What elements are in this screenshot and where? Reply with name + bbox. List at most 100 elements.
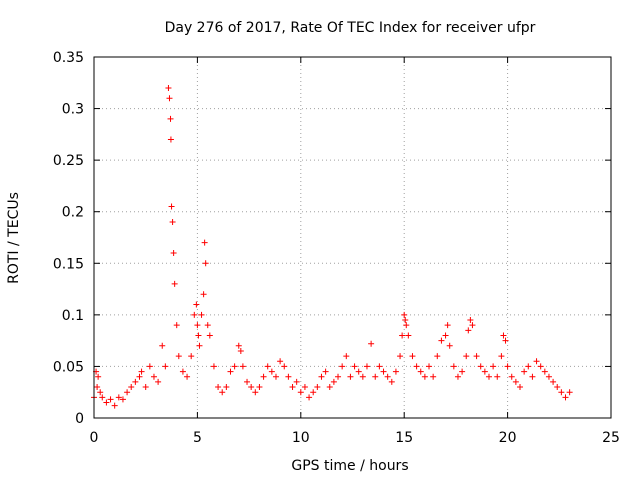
data-point: [450, 363, 457, 370]
data-point: [380, 368, 387, 375]
data-point: [99, 394, 106, 401]
data-point: [504, 363, 511, 370]
chart-title: Day 276 of 2017, Rate Of TEC Index for r…: [165, 20, 536, 36]
data-point: [169, 219, 176, 226]
data-point: [368, 340, 375, 347]
data-point: [498, 353, 505, 360]
data-point: [252, 389, 259, 396]
data-point: [128, 384, 135, 391]
x-tick-label: 10: [292, 430, 310, 446]
data-point: [310, 389, 317, 396]
data-point: [335, 373, 342, 380]
plot-frame: [93, 56, 612, 419]
data-point: [384, 373, 391, 380]
data-point: [297, 389, 304, 396]
data-point: [289, 384, 296, 391]
data-point: [162, 363, 169, 370]
data-point: [359, 373, 366, 380]
data-point: [558, 389, 565, 396]
data-point: [219, 389, 226, 396]
data-point: [401, 311, 408, 318]
y-tick-label: 0.15: [53, 256, 84, 272]
data-point: [103, 399, 110, 406]
data-point: [508, 373, 515, 380]
data-point: [244, 378, 251, 385]
data-point: [155, 378, 162, 385]
data-point: [554, 384, 561, 391]
data-point: [485, 373, 492, 380]
data-point: [193, 301, 200, 308]
data-point: [421, 373, 428, 380]
data-point: [179, 368, 186, 375]
data-point: [191, 311, 198, 318]
data-point: [454, 373, 461, 380]
data-point: [521, 368, 528, 375]
data-point: [119, 396, 126, 403]
data-point: [430, 373, 437, 380]
data-point: [351, 363, 358, 370]
data-point: [94, 384, 101, 391]
data-point: [490, 363, 497, 370]
data-point: [562, 394, 569, 401]
data-point: [260, 373, 267, 380]
data-point: [256, 384, 263, 391]
data-point: [281, 363, 288, 370]
data-point: [533, 358, 540, 365]
y-tick-label: 0.05: [53, 359, 84, 375]
data-point: [343, 353, 350, 360]
data-point: [397, 353, 404, 360]
x-axis-label: GPS time / hours: [291, 458, 408, 474]
data-point: [446, 342, 453, 349]
x-tick-label: 20: [499, 430, 517, 446]
data-point: [107, 396, 114, 403]
x-tick-label: 25: [602, 430, 620, 446]
data-point: [231, 363, 238, 370]
data-point: [434, 353, 441, 360]
data-point: [95, 373, 102, 380]
data-point: [97, 389, 104, 396]
data-point: [326, 384, 333, 391]
data-point: [306, 394, 313, 401]
data-point: [545, 373, 552, 380]
data-point: [146, 363, 153, 370]
data-point: [206, 332, 213, 339]
data-point: [248, 384, 255, 391]
data-point: [438, 337, 445, 344]
data-point: [502, 337, 509, 344]
data-point: [413, 363, 420, 370]
data-point: [227, 368, 234, 375]
data-point: [111, 402, 118, 409]
y-tick-label: 0.25: [53, 153, 84, 169]
data-point: [165, 84, 172, 91]
data-point: [170, 249, 177, 256]
data-point: [426, 363, 433, 370]
data-point: [318, 373, 325, 380]
data-point: [167, 136, 174, 143]
data-point: [210, 363, 217, 370]
data-point: [517, 384, 524, 391]
data-point: [277, 358, 284, 365]
data-point: [136, 373, 143, 380]
data-point: [235, 342, 242, 349]
data-point: [188, 353, 195, 360]
data-point: [465, 327, 472, 334]
data-point: [512, 378, 519, 385]
data-point: [184, 373, 191, 380]
data-point: [550, 378, 557, 385]
data-point: [268, 368, 275, 375]
data-point: [355, 368, 362, 375]
data-point: [204, 322, 211, 329]
data-point: [142, 384, 149, 391]
data-point: [195, 332, 202, 339]
data-point: [173, 322, 180, 329]
data-point: [198, 311, 205, 318]
data-point: [417, 368, 424, 375]
data-point: [168, 203, 175, 210]
data-point: [494, 373, 501, 380]
data-point: [264, 363, 271, 370]
data-point: [376, 363, 383, 370]
data-points: [91, 84, 573, 409]
y-tick-label: 0: [75, 411, 84, 427]
y-tick-label: 0.35: [53, 50, 84, 66]
